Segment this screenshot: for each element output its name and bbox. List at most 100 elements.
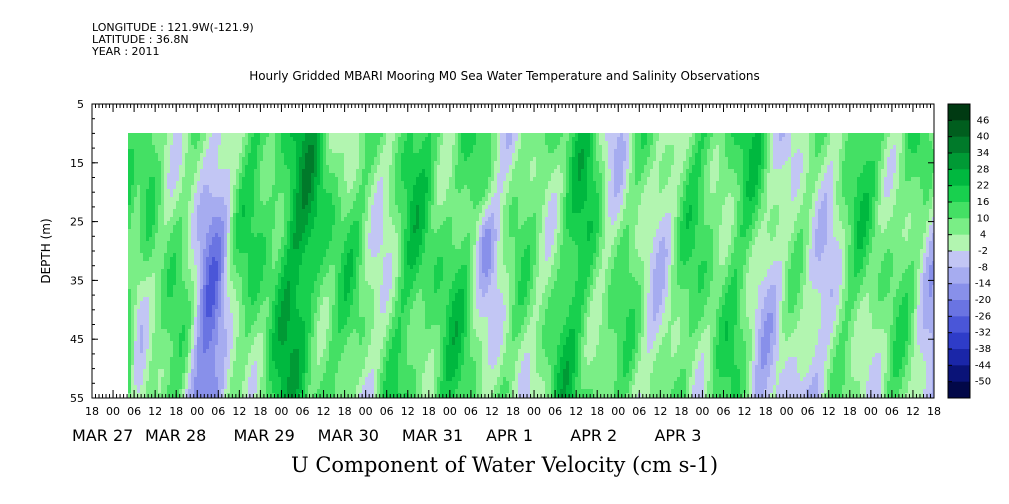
heatmap-cell [185, 201, 189, 206]
heatmap-cell [317, 201, 321, 206]
heatmap-cell [293, 217, 297, 222]
heatmap-cell [308, 133, 312, 138]
heatmap-cell [320, 265, 324, 270]
heatmap-cell [290, 229, 294, 234]
heatmap-cell [323, 149, 327, 154]
heatmap-cell [233, 233, 237, 238]
heatmap-cell [299, 193, 303, 198]
heatmap-cell [287, 373, 291, 378]
heatmap-cell [155, 321, 159, 326]
heatmap-cell [173, 225, 177, 230]
heatmap-cell [320, 221, 324, 226]
heatmap-cell [179, 345, 183, 350]
heatmap-cell [251, 365, 255, 370]
heatmap-cell [266, 161, 270, 166]
heatmap-cell [344, 273, 348, 278]
heatmap-cell [251, 333, 255, 338]
heatmap-cell [233, 389, 237, 394]
heatmap-cell [305, 305, 309, 310]
heatmap-cell [128, 365, 132, 370]
heatmap-cell [335, 313, 339, 318]
heatmap-cell [137, 185, 141, 190]
heatmap-cell [290, 213, 294, 218]
heatmap-cell [248, 369, 252, 374]
heatmap-cell [137, 133, 141, 138]
heatmap-cell [323, 337, 327, 342]
heatmap-cell [308, 341, 312, 346]
heatmap-cell [320, 201, 324, 206]
heatmap-cell [164, 277, 168, 282]
heatmap-cell [293, 213, 297, 218]
heatmap-cell [314, 265, 318, 270]
heatmap-cell [200, 337, 204, 342]
heatmap-cell [257, 329, 261, 334]
heatmap-cell [140, 361, 144, 366]
heatmap-cell [137, 229, 141, 234]
heatmap-cell [314, 325, 318, 330]
heatmap-cell [164, 161, 168, 166]
heatmap-cell [158, 253, 162, 258]
heatmap-cell [317, 281, 321, 286]
heatmap-cell [149, 237, 153, 242]
heatmap-cell [179, 353, 183, 358]
heatmap-cell [332, 213, 336, 218]
heatmap-cell [287, 209, 291, 214]
heatmap-cell [176, 393, 180, 398]
heatmap-cell [230, 189, 234, 194]
heatmap-cell [188, 213, 192, 218]
heatmap-cell [296, 141, 300, 146]
heatmap-cell [128, 325, 132, 330]
heatmap-cell [179, 269, 183, 274]
heatmap-cell [230, 237, 234, 242]
heatmap-cell [344, 285, 348, 290]
heatmap-cell [137, 329, 141, 334]
heatmap-cell [242, 337, 246, 342]
heatmap-cell [266, 185, 270, 190]
heatmap-cell [185, 321, 189, 326]
heatmap-cell [206, 173, 210, 178]
heatmap-cell [164, 189, 168, 194]
heatmap-cell [308, 289, 312, 294]
heatmap-cell [299, 157, 303, 162]
heatmap-cell [155, 309, 159, 314]
heatmap-cell [323, 361, 327, 366]
heatmap-cell [206, 329, 210, 334]
heatmap-cell [197, 193, 201, 198]
heatmap-cell [311, 221, 315, 226]
heatmap-cell [173, 277, 177, 282]
heatmap-cell [134, 393, 138, 398]
heatmap-cell [137, 281, 141, 286]
heatmap-cell [263, 169, 267, 174]
heatmap-cell [335, 305, 339, 310]
heatmap-cell [269, 133, 273, 138]
heatmap-cell [236, 201, 240, 206]
heatmap-cell [263, 289, 267, 294]
heatmap-cell [338, 341, 342, 346]
heatmap-cell [287, 341, 291, 346]
heatmap-cell [146, 205, 150, 210]
heatmap-cell [281, 217, 285, 222]
heatmap-cell [185, 233, 189, 238]
heatmap-cell [158, 261, 162, 266]
heatmap-cell [182, 177, 186, 182]
heatmap-cell [311, 177, 315, 182]
heatmap-cell [185, 137, 189, 142]
heatmap-cell [347, 381, 351, 386]
heatmap-cell [266, 209, 270, 214]
heatmap-cell [227, 225, 231, 230]
heatmap-cell [155, 161, 159, 166]
heatmap-cell [320, 217, 324, 222]
heatmap-cell [236, 385, 240, 390]
heatmap-cell [176, 201, 180, 206]
heatmap-cell [221, 173, 225, 178]
heatmap-cell [332, 149, 336, 154]
heatmap-cell [128, 385, 132, 390]
heatmap-cell [299, 257, 303, 262]
heatmap-cell [311, 277, 315, 282]
heatmap-cell [329, 265, 333, 270]
heatmap-cell [221, 349, 225, 354]
heatmap-cell [152, 285, 156, 290]
heatmap-cell [254, 269, 258, 274]
heatmap-cell [338, 373, 342, 378]
heatmap-cell [278, 213, 282, 218]
